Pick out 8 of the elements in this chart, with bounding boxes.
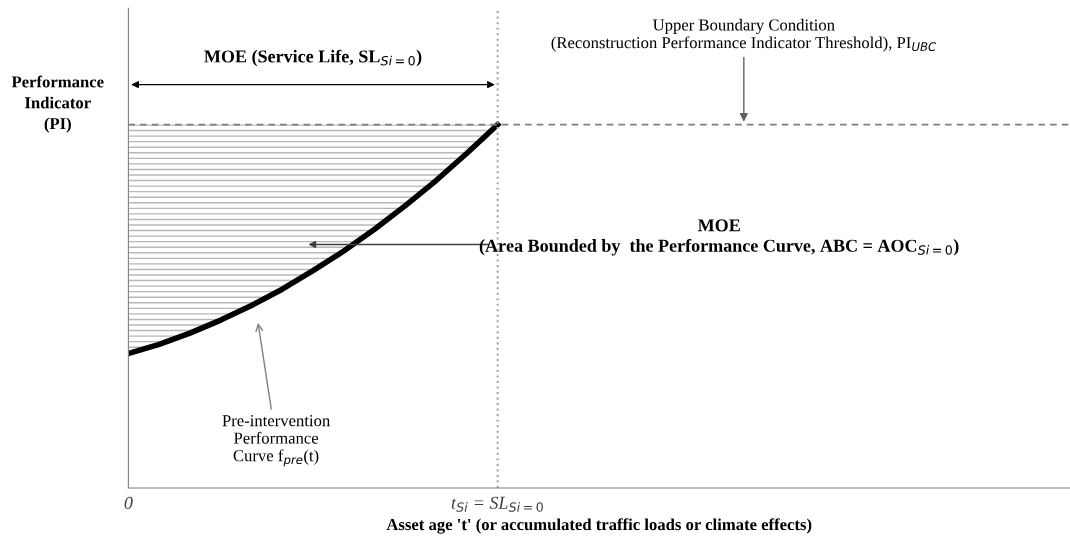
x-tick-label: 0: [124, 496, 133, 510]
text: Pre-intervention Performance Curve f$_{pre}$(t): [222, 415, 330, 467]
y-axis-title: Performance Indicator (PI): [11, 75, 104, 133]
x-axis-title: Asset age 't' (or accumulated traffic loads or climate effects): [386, 518, 812, 534]
text: MOE (Service Life, SL$_{Si=0}$): [204, 49, 422, 67]
annotation: MOE (Area Bounded by the Performance Curve, ABC = AOC$_{Si=0}$): [479, 219, 959, 256]
x-tick-label: t$_{Si}$ = SL$_{Si=0}$: [451, 496, 543, 512]
ref-line-label: Upper Boundary Condition (Reconstruction Performance Indicator Threshold), PI$_{UBC}$: [551, 18, 937, 52]
